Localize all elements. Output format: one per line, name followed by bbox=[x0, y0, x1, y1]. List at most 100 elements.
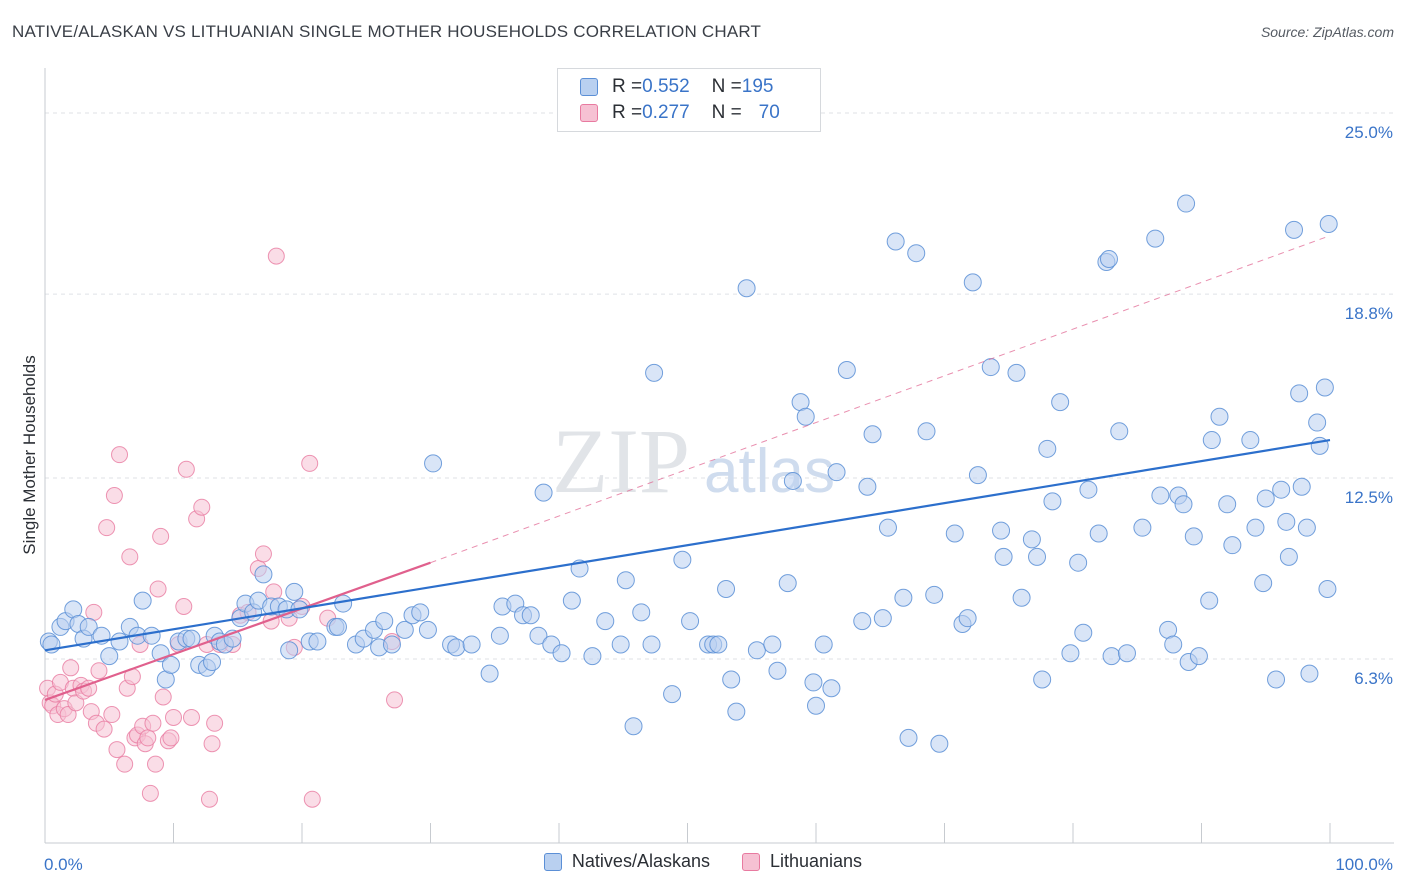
natives-point bbox=[1069, 553, 1088, 572]
natives-point bbox=[1079, 480, 1098, 499]
natives-point bbox=[673, 550, 692, 569]
lithuanians-point bbox=[162, 729, 180, 747]
natives-point bbox=[907, 244, 926, 263]
y-tick-label: 12.5% bbox=[1345, 488, 1393, 507]
natives-point bbox=[395, 620, 414, 639]
natives-point bbox=[1218, 495, 1237, 514]
natives-point bbox=[1292, 477, 1311, 496]
natives-point bbox=[863, 425, 882, 444]
legend-swatch-natives bbox=[543, 852, 562, 871]
lithuanians-point bbox=[67, 694, 85, 712]
natives-point bbox=[1189, 647, 1208, 666]
lithuanians-point bbox=[175, 597, 193, 615]
natives-point bbox=[280, 641, 299, 660]
lithuanians-point bbox=[85, 603, 103, 621]
lithuanians-point bbox=[165, 708, 182, 726]
legend-label-natives: Natives/Alaskans bbox=[571, 851, 710, 871]
lithuanians-point bbox=[103, 706, 121, 724]
watermark-zip: ZIP bbox=[552, 410, 690, 512]
natives-point bbox=[1043, 492, 1062, 511]
natives-point bbox=[1241, 431, 1260, 450]
natives-point bbox=[1117, 644, 1136, 663]
legend-r-label: R = bbox=[612, 76, 643, 97]
lithuanians-trend-extension bbox=[430, 235, 1331, 564]
natives-point bbox=[100, 647, 119, 666]
natives-point bbox=[917, 422, 936, 441]
natives-point bbox=[981, 358, 1000, 377]
natives-point bbox=[709, 635, 728, 654]
x-tick-label: 0.0% bbox=[44, 855, 83, 874]
lithuanians-point bbox=[265, 583, 283, 601]
lithuanians-point bbox=[206, 714, 224, 732]
legend-item-lithuanians[interactable]: Lithuanians bbox=[741, 851, 863, 872]
natives-point bbox=[968, 466, 987, 485]
natives-point bbox=[583, 647, 602, 666]
lithuanians-point bbox=[139, 729, 157, 747]
lithuanians-point bbox=[267, 247, 285, 265]
natives-point bbox=[778, 574, 797, 593]
lithuanians-point bbox=[154, 688, 172, 706]
natives-point bbox=[804, 673, 823, 692]
natives-point bbox=[783, 471, 802, 490]
natives-point bbox=[727, 702, 746, 721]
natives-point bbox=[1279, 547, 1298, 566]
legend-swatch-lithuanians bbox=[580, 104, 598, 122]
source-label: Source: ZipAtlas.com bbox=[1260, 24, 1394, 40]
natives-point bbox=[837, 360, 856, 379]
natives-point bbox=[1012, 588, 1031, 607]
legend-n-value: 195 bbox=[741, 76, 774, 97]
natives-point bbox=[142, 626, 161, 645]
natives-point bbox=[807, 696, 825, 715]
legend-row-natives: R = 0.552 N = 195 bbox=[580, 74, 773, 100]
natives-point bbox=[763, 635, 782, 654]
lithuanians-point bbox=[116, 755, 134, 773]
legend-r-value: 0.277 bbox=[642, 102, 690, 123]
legend-item-natives[interactable]: Natives/Alaskans bbox=[543, 851, 710, 872]
chart-title: NATIVE/ALASKAN VS LITHUANIAN SINGLE MOTH… bbox=[12, 22, 762, 41]
lithuanians-point bbox=[152, 527, 170, 545]
natives-point bbox=[958, 609, 977, 628]
natives-point bbox=[1300, 664, 1319, 683]
trend-layer bbox=[44, 235, 1331, 701]
natives-point bbox=[1210, 407, 1229, 426]
natives-point bbox=[1184, 527, 1203, 546]
lithuanians-point bbox=[59, 706, 77, 724]
legend-label-lithuanians: Lithuanians bbox=[769, 851, 863, 871]
natives-point bbox=[529, 626, 548, 645]
natives-point bbox=[1028, 547, 1047, 566]
lithuanians-trend-line bbox=[44, 561, 431, 701]
natives-point bbox=[1256, 489, 1275, 508]
natives-point bbox=[632, 603, 651, 622]
axes-layer bbox=[44, 68, 1394, 844]
correlation-legend: R = 0.552 N = 195 R = 0.277 N = 70 bbox=[557, 68, 821, 132]
lithuanians-point bbox=[182, 708, 200, 726]
natives-point bbox=[768, 661, 787, 680]
natives-point bbox=[663, 685, 682, 704]
y-axis-label: Single Mother Households bbox=[20, 355, 39, 555]
natives-point bbox=[161, 655, 180, 674]
natives-point bbox=[490, 626, 509, 645]
natives-point bbox=[899, 728, 918, 747]
natives-point bbox=[1285, 220, 1304, 239]
watermark-atlas: atlas bbox=[704, 437, 835, 506]
natives-point bbox=[681, 612, 700, 631]
series-legend: Natives/Alaskans Lithuanians bbox=[0, 851, 1406, 872]
legend-r-label: R = bbox=[612, 102, 643, 123]
natives-point bbox=[1110, 422, 1129, 441]
natives-point bbox=[110, 632, 129, 651]
y-tick-label: 6.3% bbox=[1354, 669, 1393, 688]
natives-point bbox=[814, 635, 833, 654]
natives-point bbox=[886, 232, 905, 251]
natives-point bbox=[853, 612, 872, 631]
natives-point bbox=[645, 363, 664, 382]
lithuanians-point bbox=[149, 580, 167, 598]
natives-point bbox=[894, 588, 913, 607]
natives-point bbox=[418, 620, 437, 639]
lithuanians-point bbox=[90, 662, 108, 680]
natives-point bbox=[930, 734, 949, 753]
legend-n-label: N = bbox=[711, 76, 742, 97]
natives-point bbox=[375, 612, 394, 631]
lithuanians-point bbox=[301, 454, 319, 472]
natives-point bbox=[534, 483, 553, 502]
